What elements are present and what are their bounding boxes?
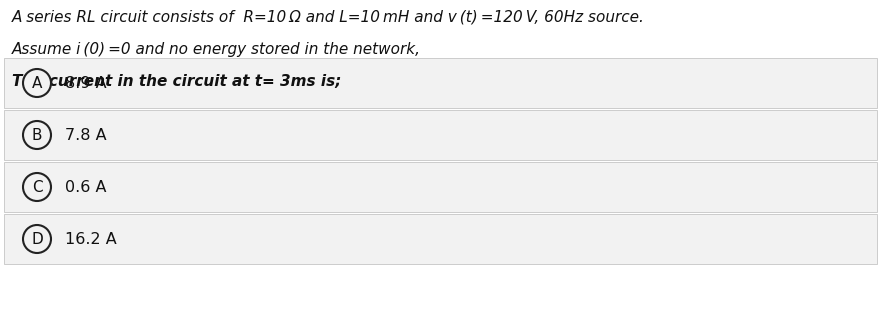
Bar xyxy=(4,58,877,108)
Text: 8.9 A: 8.9 A xyxy=(65,76,107,90)
Text: D: D xyxy=(31,232,43,246)
Bar xyxy=(4,214,877,264)
Circle shape xyxy=(23,173,51,201)
Circle shape xyxy=(23,69,51,97)
Circle shape xyxy=(23,225,51,253)
Text: A series RL circuit consists of  R=10 Ω and L=10 mH and v (t) =120 V, 60Hz sourc: A series RL circuit consists of R=10 Ω a… xyxy=(12,10,645,25)
Text: B: B xyxy=(32,127,42,143)
Text: The current in the circuit at t= 3ms is;: The current in the circuit at t= 3ms is; xyxy=(12,74,341,89)
Bar xyxy=(4,162,877,212)
Circle shape xyxy=(23,121,51,149)
Text: Assume i (0) =0 and no energy stored in the network,: Assume i (0) =0 and no energy stored in … xyxy=(12,42,421,57)
Text: C: C xyxy=(32,179,42,195)
Text: 7.8 A: 7.8 A xyxy=(65,127,107,143)
Text: A: A xyxy=(32,76,42,90)
Text: 0.6 A: 0.6 A xyxy=(65,179,107,195)
Text: 16.2 A: 16.2 A xyxy=(65,232,117,246)
Bar xyxy=(4,110,877,160)
